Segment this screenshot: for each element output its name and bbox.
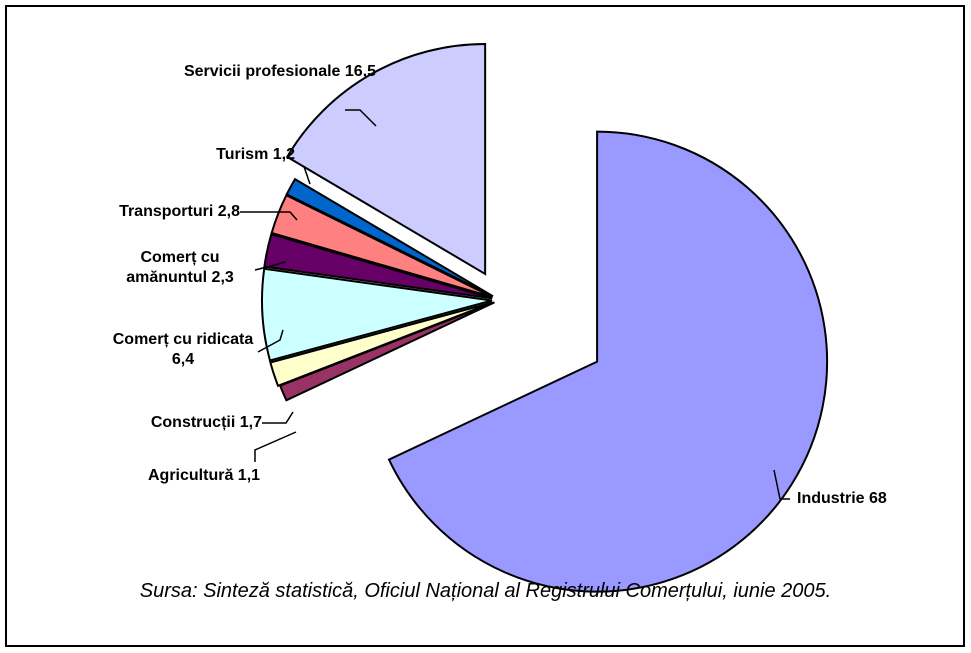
category-name: Turism (216, 146, 269, 163)
category-name: Agricultură (148, 467, 234, 484)
leader-line (262, 411, 294, 424)
leader-line (257, 329, 284, 353)
value-label: 2,8 (217, 203, 240, 220)
source-note: Sursa: Sinteză statistică, Oficiul Națio… (139, 580, 832, 602)
pie-slice (263, 232, 493, 300)
category-name: Servicii profesionale (183, 63, 341, 80)
value-label: 1,2 (272, 146, 295, 163)
value-label: 1,1 (237, 467, 261, 484)
slice-label: Transporturi 2,8 (60, 202, 240, 222)
value-label: 2,3 (211, 269, 234, 286)
category-name: Comerț cu amănuntul (126, 249, 220, 286)
leader-line (345, 109, 377, 127)
slice-label: Comerț cu amănuntul 2,3 (100, 248, 260, 288)
slice-label: Turism 1,2 (120, 145, 295, 165)
leader-line (240, 211, 298, 221)
category-name: Comerț cu ridicata (112, 331, 254, 348)
slice-label: Servicii profesionale 16,5 (180, 62, 380, 82)
category-name: Construcții (150, 414, 236, 431)
pie-slice (285, 177, 494, 298)
leader-line (773, 469, 790, 500)
pie-slice (261, 267, 493, 362)
category-name: Industrie (797, 490, 865, 507)
pie-slice (270, 193, 493, 299)
leader-line (254, 431, 297, 462)
pie-slice (269, 301, 493, 388)
slice-label: Industrie 68 (797, 489, 917, 509)
value-label: 6,4 (171, 351, 195, 368)
slice-label: Comerț cu ridicata 6,4 (108, 330, 258, 370)
category-name: Transporturi (119, 203, 214, 220)
value-label: 1,7 (239, 414, 262, 431)
slice-label: Construcții 1,7 (112, 413, 262, 433)
leader-line (254, 261, 286, 271)
value-label: 16,5 (344, 63, 377, 80)
pie-slice (285, 42, 487, 276)
pie-slice (387, 130, 829, 593)
value-label: 68 (869, 490, 887, 507)
slice-label: Agricultură 1,1 (148, 466, 308, 486)
